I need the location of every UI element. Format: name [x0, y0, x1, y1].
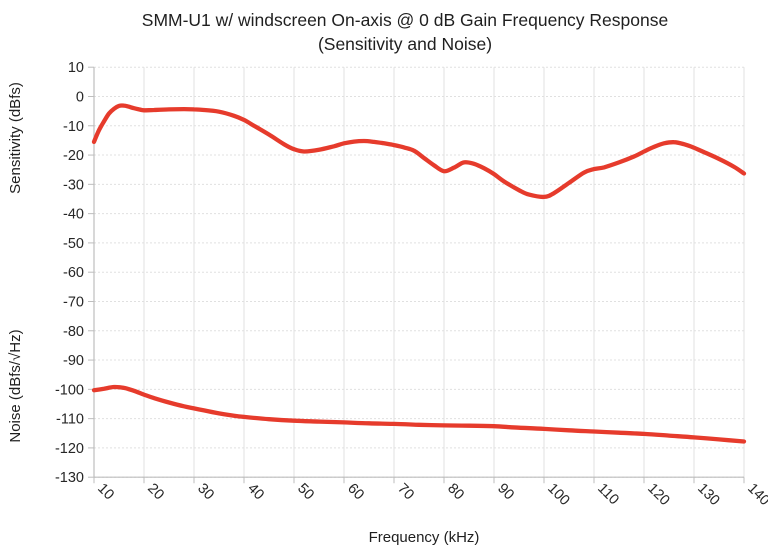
x-tick-label: 100	[544, 481, 572, 509]
y-tick-label: 10	[68, 60, 84, 76]
x-tick-label: 130	[694, 481, 722, 509]
x-axis-title: Frequency (kHz)	[369, 529, 480, 546]
x-tick-label: 30	[194, 481, 217, 504]
y-tick-label: -60	[63, 265, 84, 281]
y-tick-label: -130	[55, 470, 84, 486]
y-tick-label: -90	[63, 353, 84, 369]
y-tick-label: -50	[63, 236, 84, 252]
x-tick-label: 10	[94, 481, 117, 504]
x-tick-label: 90	[494, 481, 517, 504]
y-tick-label: -40	[63, 207, 84, 223]
x-tick-label: 80	[444, 481, 467, 504]
y-tick-label: -20	[63, 148, 84, 164]
x-tick-label: 50	[294, 481, 317, 504]
sensitivity-curve	[91, 103, 747, 200]
y-tick-label: -80	[63, 324, 84, 340]
axis-layer	[88, 66, 745, 484]
y-tick-label: -30	[63, 177, 84, 193]
noise-curve	[91, 384, 747, 444]
curve-layer	[91, 103, 747, 444]
y-tick-label: 0	[76, 89, 84, 105]
label-layer: 100-10-20-30-40-50-60-70-80-90-100-110-1…	[55, 60, 768, 509]
x-tick-label: 40	[244, 481, 267, 504]
y-tick-label: -120	[55, 441, 84, 457]
grid-layer	[93, 66, 745, 478]
y-tick-label: -100	[55, 382, 84, 398]
y-tick-label: -10	[63, 119, 84, 135]
x-tick-label: 20	[144, 481, 167, 504]
y-tick-label: -70	[63, 294, 84, 310]
chart-title-line2: (Sensitivity and Noise)	[318, 34, 492, 54]
x-tick-label: 70	[394, 481, 417, 504]
x-tick-label: 60	[344, 481, 367, 504]
x-tick-label: 110	[594, 481, 622, 509]
x-tick-label: 140	[744, 481, 768, 509]
chart-title-line1: SMM-U1 w/ windscreen On-axis @ 0 dB Gain…	[142, 10, 668, 30]
x-tick-label: 120	[644, 481, 672, 509]
y-axis-title-sensitivity: Sensitivity (dBfs)	[7, 82, 24, 194]
y-tick-label: -110	[56, 412, 84, 428]
y-axis-title-noise: Noise (dBfs/√Hz)	[7, 329, 24, 442]
